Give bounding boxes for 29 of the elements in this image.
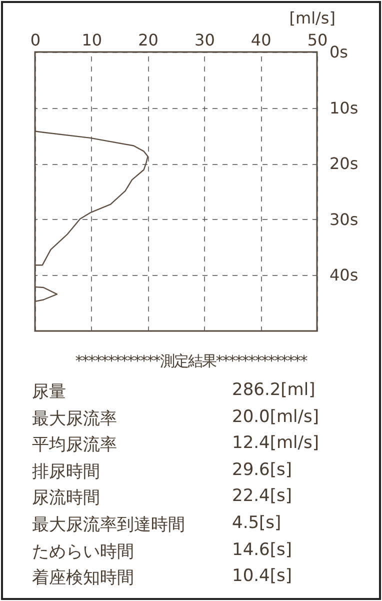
text: 平均尿流率 (32, 434, 117, 456)
text: 22.4[s] (232, 486, 292, 506)
text: 最大尿流率 (32, 408, 117, 430)
x-tick-label: 0 (30, 30, 41, 50)
y-tick-label: 20s (330, 154, 358, 174)
x-tick-label: 20 (138, 30, 158, 50)
x-axis-title: [ml/s] (289, 8, 336, 28)
y-tick-label: 40s (330, 266, 358, 285)
text: 着座検知時間 (32, 567, 134, 590)
text: 14.6[s] (232, 540, 292, 560)
x-tick-label: 10 (82, 30, 102, 50)
text: 尿量 (32, 381, 66, 403)
y-tick-label: 10s (330, 98, 358, 118)
y-tick-label: 0s (330, 42, 348, 62)
x-tick-label: 50 (307, 30, 328, 50)
text: 尿流時間 (32, 487, 100, 510)
text: 29.6[s] (232, 460, 292, 480)
text: 排尿時間 (32, 460, 100, 483)
text: 4.5[s] (232, 513, 282, 533)
text: ためらい時間 (32, 540, 134, 563)
text: 20.0[ml/s] (232, 406, 319, 427)
y-tick-label: 30s (330, 210, 358, 229)
x-tick-label: 30 (194, 30, 215, 50)
x-tick-label: 40 (250, 30, 272, 50)
text: 10.4[s] (232, 566, 292, 586)
text: 12.4[ml/s] (232, 433, 319, 454)
text: 286.2[ml] (232, 380, 316, 400)
text: *************測定結果************** (74, 352, 308, 371)
text: 最大尿流率到達時間 (32, 514, 185, 536)
